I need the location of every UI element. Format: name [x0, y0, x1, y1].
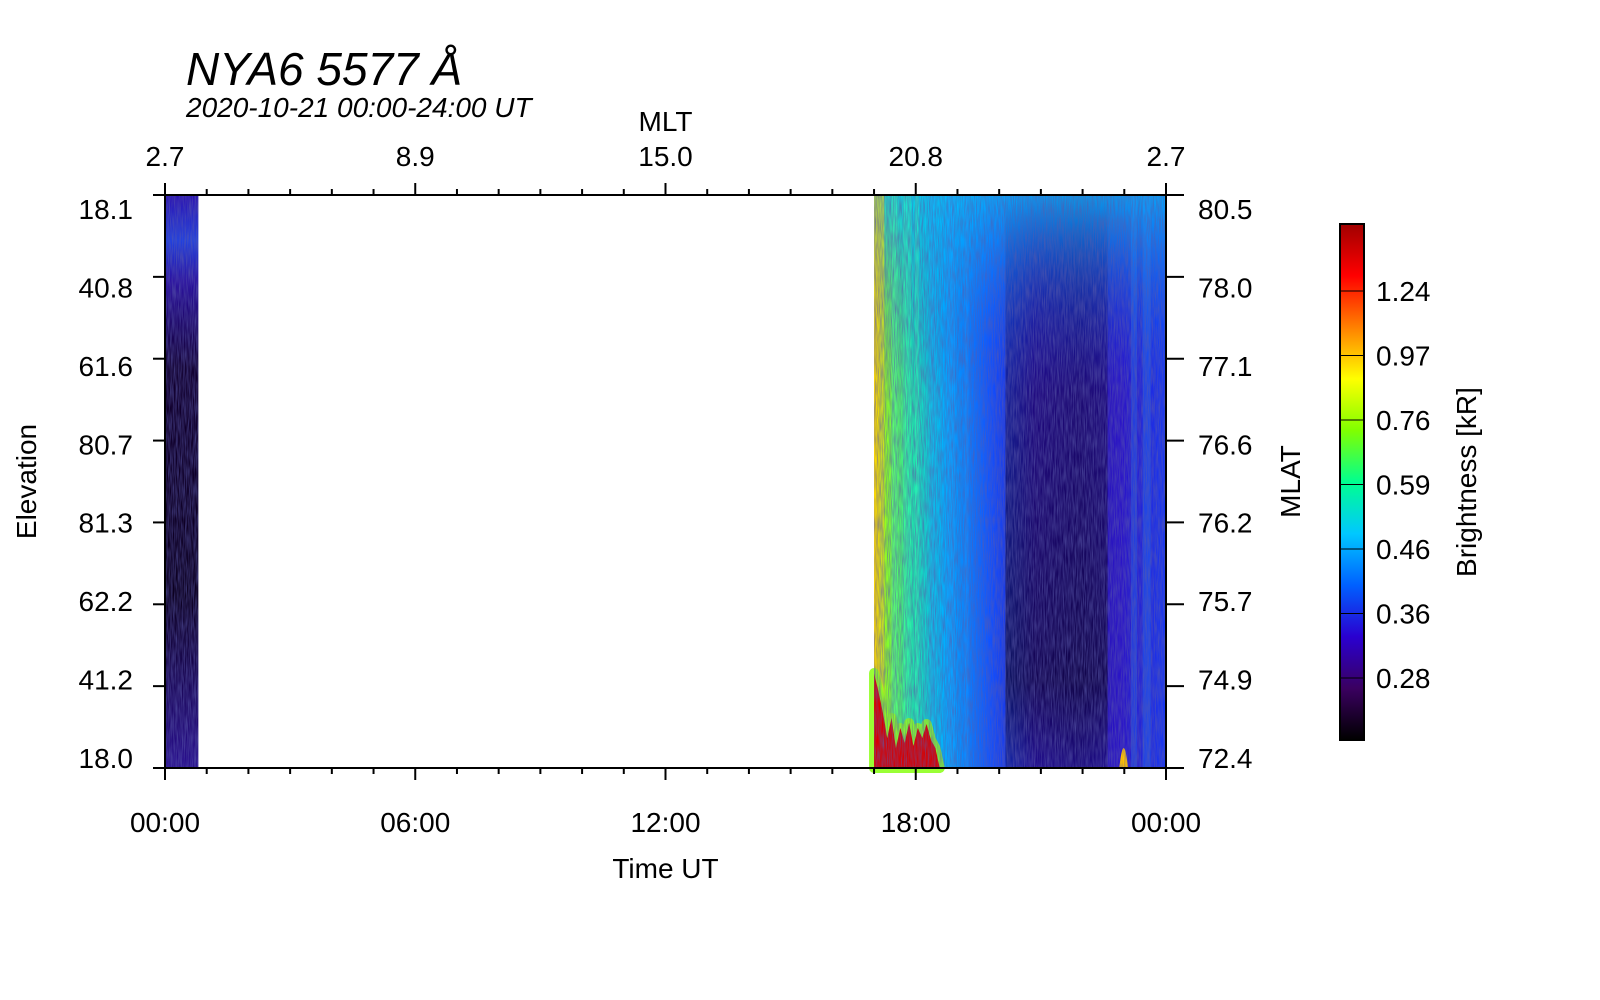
y-axis-label: Elevation [11, 424, 42, 539]
colorbar-tick-label: 0.46 [1376, 534, 1431, 565]
colorbar-label: Brightness [kR] [1451, 387, 1482, 577]
colorbar-tick-label: 0.76 [1376, 405, 1431, 436]
mlt-tick-label: 8.9 [396, 141, 435, 172]
mlat-tick-label: 80.5 [1198, 194, 1253, 225]
elevation-tick-label: 62.2 [79, 586, 134, 617]
mlat-tick-label: 76.6 [1198, 429, 1253, 460]
x-tick-label: 00:00 [1131, 807, 1201, 838]
mlat-tick-label: 77.1 [1198, 351, 1253, 382]
data-block-noise [165, 195, 199, 768]
chart-title: NYA6 5577 Å [186, 43, 463, 95]
elevation-tick-label: 80.7 [79, 429, 134, 460]
x-tick-label: 18:00 [881, 807, 951, 838]
mlt-tick-label: 2.7 [146, 141, 185, 172]
chart-subtitle: 2020-10-21 00:00-24:00 UT [186, 92, 532, 123]
data-block-0 [165, 195, 199, 768]
elevation-tick-label: 61.6 [79, 351, 134, 382]
x-tick-label: 12:00 [630, 807, 700, 838]
y-right-axis-label: MLAT [1275, 445, 1306, 518]
mlat-tick-label: 75.7 [1198, 586, 1253, 617]
mlat-tick-label: 74.9 [1198, 665, 1253, 696]
data-block-noise [874, 195, 1166, 768]
colorbar-tick-label: 0.97 [1376, 341, 1431, 372]
elevation-tick-label: 18.0 [79, 743, 134, 774]
elevation-tick-label: 40.8 [79, 272, 134, 303]
mlat-tick-label: 72.4 [1198, 743, 1253, 774]
elevation-tick-label: 18.1 [79, 194, 134, 225]
x-tick-label: 00:00 [130, 807, 200, 838]
colorbar-tick-label: 0.59 [1376, 470, 1431, 501]
x-axis-label: Time UT [612, 853, 718, 884]
colorbar-tick-label: 0.28 [1376, 663, 1431, 694]
elevation-tick-label: 41.2 [79, 665, 134, 696]
colorbar-tick-label: 1.24 [1376, 276, 1431, 307]
colorbar-gradient [1339, 223, 1365, 741]
elevation-tick-label: 81.3 [79, 508, 134, 539]
mlt-tick-label: 15.0 [638, 141, 693, 172]
data-block-1 [869, 195, 1166, 773]
mlat-tick-label: 78.0 [1198, 272, 1253, 303]
mlt-tick-label: 20.8 [889, 141, 944, 172]
x-top-axis-label: MLT [639, 106, 693, 137]
colorbar-tick-label: 0.36 [1376, 599, 1431, 630]
mlat-tick-label: 76.2 [1198, 508, 1253, 539]
mlt-tick-label: 2.7 [1147, 141, 1186, 172]
x-tick-label: 06:00 [380, 807, 450, 838]
